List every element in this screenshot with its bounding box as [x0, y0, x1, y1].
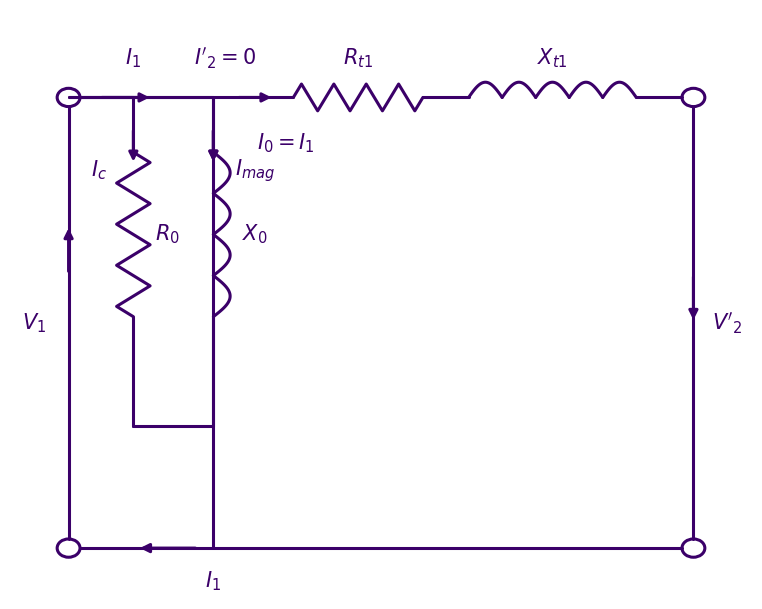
Text: $I_1$: $I_1$ [205, 570, 222, 593]
Text: $I_{mag}$: $I_{mag}$ [235, 157, 275, 184]
Text: $V_1$: $V_1$ [22, 311, 46, 334]
Text: $I'_2 = 0$: $I'_2 = 0$ [194, 45, 256, 71]
Text: $R_{t1}$: $R_{t1}$ [343, 46, 373, 69]
Text: $X_0$: $X_0$ [242, 223, 268, 246]
Text: $X_{t1}$: $X_{t1}$ [537, 46, 568, 69]
Text: $V'_2$: $V'_2$ [712, 310, 743, 336]
Text: $I_c$: $I_c$ [91, 159, 107, 182]
Text: $I_0 = I_1$: $I_0 = I_1$ [257, 132, 315, 155]
Text: $I_1$: $I_1$ [125, 46, 142, 69]
Text: $R_0$: $R_0$ [155, 223, 180, 246]
